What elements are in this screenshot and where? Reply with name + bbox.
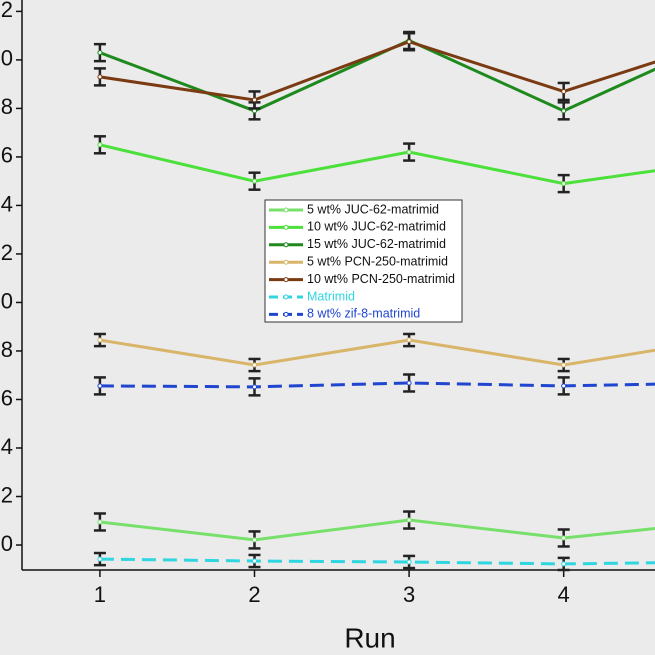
legend-marker	[283, 294, 289, 300]
legend-marker	[283, 207, 289, 213]
series-line	[99, 557, 655, 566]
point	[97, 519, 103, 525]
point	[561, 362, 567, 368]
y-tick-label: 0	[1, 288, 13, 313]
point	[97, 383, 103, 389]
point	[561, 181, 567, 187]
legend-marker	[283, 242, 289, 248]
series-line	[99, 381, 655, 389]
y-tick-label: 2	[1, 240, 13, 265]
point	[252, 384, 258, 390]
point	[252, 178, 258, 184]
point	[97, 74, 103, 80]
point	[252, 97, 258, 103]
x-tick-label: 4	[558, 582, 570, 607]
point	[561, 561, 567, 567]
point	[97, 337, 103, 343]
y-tick-label: 2	[1, 482, 13, 507]
point	[406, 337, 412, 343]
legend-label: 5 wt% PCN-250-matrimid	[307, 254, 448, 268]
x-tick-label: 2	[248, 582, 260, 607]
point	[97, 142, 103, 148]
y-tick-label: 4	[1, 434, 13, 459]
y-tick-label: 6	[1, 143, 13, 168]
y-tick-label: 6	[1, 385, 13, 410]
x-tick-label: 3	[403, 582, 415, 607]
point	[561, 108, 567, 114]
point	[406, 39, 412, 45]
y-tick-label: 0	[1, 46, 13, 71]
legend-label: 5 wt% JUC-62-matrimid	[307, 202, 439, 216]
series-line	[99, 338, 655, 367]
point	[97, 556, 103, 562]
legend-marker	[283, 277, 289, 283]
point	[252, 537, 258, 543]
series-line	[99, 40, 655, 102]
legend-label: 10 wt% PCN-250-matrimid	[307, 272, 455, 286]
legend-marker	[283, 224, 289, 230]
point	[406, 380, 412, 386]
x-tick-label: 1	[94, 582, 106, 607]
point	[406, 517, 412, 523]
x-axis-label: Run	[344, 622, 395, 653]
legend-label: 8 wt% zif-8-matrimid	[307, 307, 420, 321]
point	[561, 383, 567, 389]
y-tick-label: 8	[1, 337, 13, 362]
y-tick-label: 0	[1, 531, 13, 556]
y-tick-label: 8	[1, 94, 13, 119]
point	[561, 88, 567, 94]
point	[406, 559, 412, 565]
series-line	[99, 38, 655, 113]
series-line	[99, 518, 655, 542]
point	[561, 535, 567, 541]
y-tick-label: 2	[1, 0, 13, 22]
legend-label: 10 wt% JUC-62-matrimid	[307, 220, 446, 234]
legend-label: 15 wt% JUC-62-matrimid	[307, 237, 446, 251]
point	[406, 149, 412, 155]
legend-label: Matrimid	[307, 289, 355, 303]
series-line	[99, 143, 655, 186]
point	[252, 362, 258, 368]
point	[252, 558, 258, 564]
point	[97, 50, 103, 56]
y-tick-label: 4	[1, 191, 13, 216]
legend-marker	[283, 259, 289, 265]
legend-marker	[283, 311, 289, 317]
